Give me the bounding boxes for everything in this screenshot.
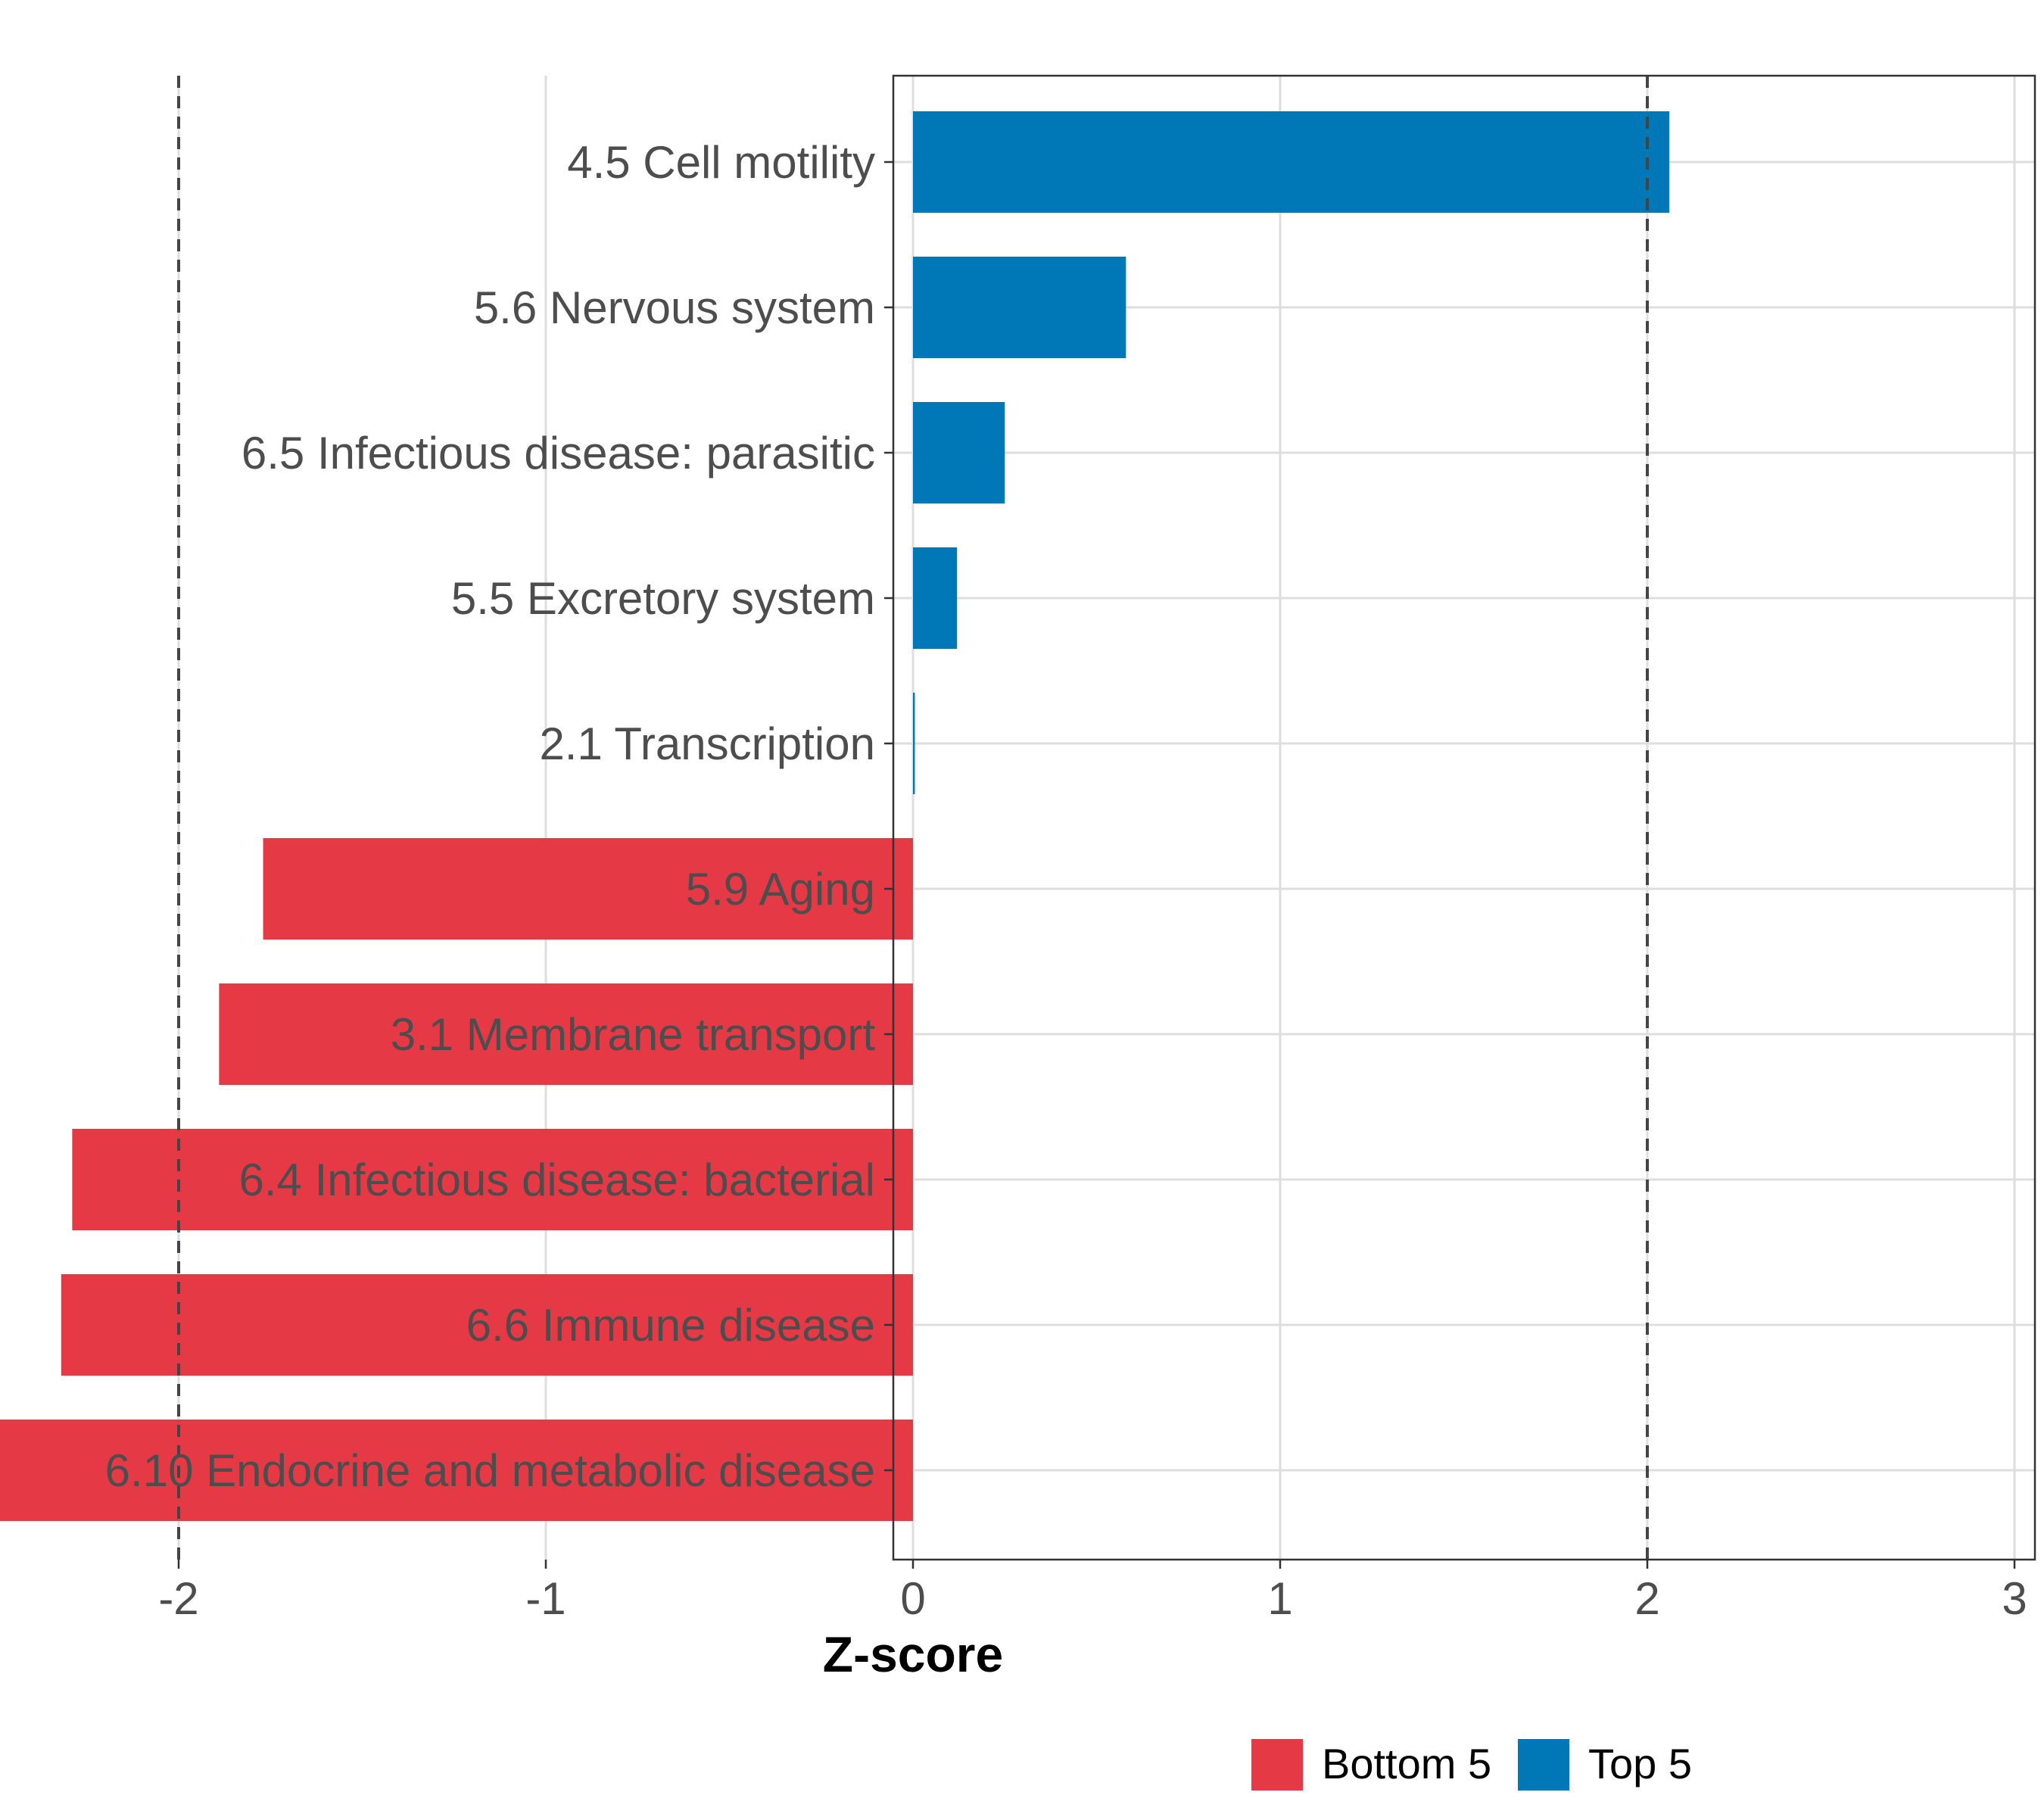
bar-6-10-endocrine-and-metabolic-disease xyxy=(0,1420,914,1521)
bar-6-6-immune-disease xyxy=(61,1274,913,1376)
bar-6-4-infectious-disease-bacterial xyxy=(72,1129,914,1230)
x-axis-title: Z-score xyxy=(823,1626,1003,1682)
y-tick-label: 4.5 Cell motility xyxy=(567,137,875,188)
bar-3-1-membrane-transport xyxy=(219,983,914,1085)
legend: Bottom 5 Top 5 xyxy=(1251,1739,1692,1791)
bar-2-1-transcription xyxy=(913,693,915,794)
x-tick-label: 2 xyxy=(1634,1573,1659,1624)
y-tick-label: 5.9 Aging xyxy=(686,864,875,915)
bar-4-5-cell-motility xyxy=(913,111,1670,213)
bar-6-5-infectious-disease-parasitic xyxy=(913,402,1005,503)
bar-5-9-aging xyxy=(263,838,913,940)
x-tick-label: 3 xyxy=(2002,1573,2027,1624)
x-tick-label: -2 xyxy=(158,1573,198,1624)
y-tick-label: 6.10 Endocrine and metabolic disease xyxy=(105,1445,875,1496)
legend-swatch-bottom-5 xyxy=(1251,1739,1303,1791)
y-tick-label: 6.5 Infectious disease: parasitic xyxy=(241,428,875,478)
bar-5-6-nervous-system xyxy=(913,257,1126,358)
legend-label-top-5: Top 5 xyxy=(1588,1740,1692,1787)
x-tick-label: 0 xyxy=(900,1573,925,1624)
legend-swatch-top-5 xyxy=(1518,1739,1569,1791)
y-tick-label: 3.1 Membrane transport xyxy=(391,1009,876,1060)
reference-lines xyxy=(177,76,1649,1560)
bar-layer xyxy=(0,111,1670,1521)
y-tick-label: 6.6 Immune disease xyxy=(466,1300,875,1351)
y-tick-label: 6.4 Infectious disease: bacterial xyxy=(239,1155,876,1205)
x-tick-label: 1 xyxy=(1267,1573,1292,1624)
y-tick-label: 2.1 Transcription xyxy=(539,718,875,769)
panel-border xyxy=(892,74,2036,1561)
legend-label-bottom-5: Bottom 5 xyxy=(1322,1740,1491,1787)
bar-5-5-excretory-system xyxy=(913,547,958,649)
x-tick-label: -1 xyxy=(525,1573,566,1624)
y-tick-label: 5.6 Nervous system xyxy=(474,282,875,333)
y-axis: 4.5 Cell motility 5.6 Nervous system 6.5 I… xyxy=(105,137,893,1496)
y-tick-label: 5.5 Excretory system xyxy=(451,573,875,624)
